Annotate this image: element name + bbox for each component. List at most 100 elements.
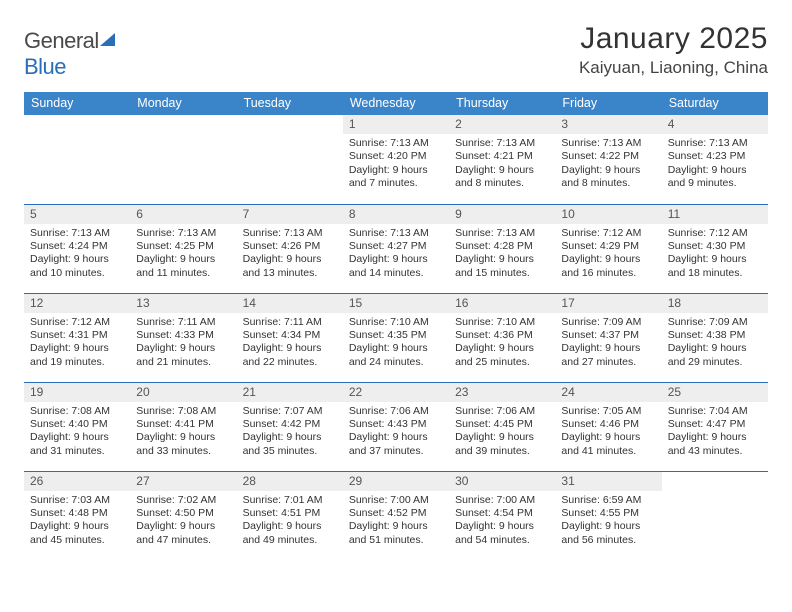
calendar-day-cell: 28Sunrise: 7:01 AMSunset: 4:51 PMDayligh… bbox=[237, 471, 343, 560]
sunrise-text: Sunrise: 7:13 AM bbox=[668, 137, 762, 150]
day-header: Saturday bbox=[662, 92, 768, 115]
sunset-text: Sunset: 4:41 PM bbox=[136, 418, 230, 431]
sunset-text: Sunset: 4:47 PM bbox=[668, 418, 762, 431]
day-number: 4 bbox=[662, 115, 768, 134]
calendar-day-cell: 18Sunrise: 7:09 AMSunset: 4:38 PMDayligh… bbox=[662, 293, 768, 382]
sunrise-text: Sunrise: 7:13 AM bbox=[455, 227, 549, 240]
day-number: 27 bbox=[130, 472, 236, 491]
sunset-text: Sunset: 4:43 PM bbox=[349, 418, 443, 431]
calendar-day-cell: 13Sunrise: 7:11 AMSunset: 4:33 PMDayligh… bbox=[130, 293, 236, 382]
sunset-text: Sunset: 4:29 PM bbox=[561, 240, 655, 253]
daylight-text: Daylight: 9 hours and 13 minutes. bbox=[243, 253, 337, 280]
day-number: 15 bbox=[343, 294, 449, 313]
calendar-day-cell: 15Sunrise: 7:10 AMSunset: 4:35 PMDayligh… bbox=[343, 293, 449, 382]
sunrise-text: Sunrise: 7:13 AM bbox=[349, 227, 443, 240]
sunrise-text: Sunrise: 7:10 AM bbox=[455, 316, 549, 329]
sunset-text: Sunset: 4:46 PM bbox=[561, 418, 655, 431]
day-details: Sunrise: 7:10 AMSunset: 4:36 PMDaylight:… bbox=[449, 313, 555, 373]
sunrise-text: Sunrise: 7:13 AM bbox=[136, 227, 230, 240]
calendar-body: 1 Sunrise: 7:13 AM Sunset: 4:20 PM Daylight… bbox=[24, 115, 768, 560]
sunrise-text: Sunrise: 7:06 AM bbox=[455, 405, 549, 418]
day-number: 3 bbox=[555, 115, 661, 134]
day-details: Sunrise: 7:13 AMSunset: 4:28 PMDaylight:… bbox=[449, 224, 555, 284]
daylight-text: Daylight: 9 hours and 14 minutes. bbox=[349, 253, 443, 280]
day-details: Sunrise: 7:09 AMSunset: 4:38 PMDaylight:… bbox=[662, 313, 768, 373]
daylight-text: Daylight: 9 hours and 43 minutes. bbox=[668, 431, 762, 458]
day-details: Sunrise: 7:06 AMSunset: 4:43 PMDaylight:… bbox=[343, 402, 449, 462]
sunset-text: Sunset: 4:34 PM bbox=[243, 329, 337, 342]
daylight-text: Daylight: 9 hours and 15 minutes. bbox=[455, 253, 549, 280]
calendar-week-row: 26Sunrise: 7:03 AMSunset: 4:48 PMDayligh… bbox=[24, 471, 768, 560]
day-header: Friday bbox=[555, 92, 661, 115]
day-number bbox=[662, 472, 768, 477]
sunset-text: Sunset: 4:42 PM bbox=[243, 418, 337, 431]
sunset-text: Sunset: 4:22 PM bbox=[561, 150, 655, 163]
sunset-text: Sunset: 4:37 PM bbox=[561, 329, 655, 342]
day-number: 21 bbox=[237, 383, 343, 402]
day-header: Tuesday bbox=[237, 92, 343, 115]
daylight-text: Daylight: 9 hours and 21 minutes. bbox=[136, 342, 230, 369]
sunrise-text: Sunrise: 7:02 AM bbox=[136, 494, 230, 507]
day-details: Sunrise: 7:13 AMSunset: 4:23 PMDaylight:… bbox=[662, 134, 768, 194]
logo-text-part1: General bbox=[24, 28, 99, 53]
day-number: 24 bbox=[555, 383, 661, 402]
daylight-text: Daylight: 9 hours and 8 minutes. bbox=[561, 164, 655, 191]
day-number: 22 bbox=[343, 383, 449, 402]
calendar-day-cell: 20Sunrise: 7:08 AMSunset: 4:41 PMDayligh… bbox=[130, 382, 236, 471]
title-block: January 2025 Kaiyuan, Liaoning, China bbox=[579, 22, 768, 78]
daylight-text: Daylight: 9 hours and 41 minutes. bbox=[561, 431, 655, 458]
sunset-text: Sunset: 4:23 PM bbox=[668, 150, 762, 163]
calendar-day-cell: 3Sunrise: 7:13 AMSunset: 4:22 PMDaylight… bbox=[555, 115, 661, 204]
header: General Blue January 2025 Kaiyuan, Liaon… bbox=[24, 22, 768, 80]
sunrise-text: Sunrise: 7:09 AM bbox=[668, 316, 762, 329]
calendar-day-cell: 31Sunrise: 6:59 AMSunset: 4:55 PMDayligh… bbox=[555, 471, 661, 560]
daylight-text: Daylight: 9 hours and 47 minutes. bbox=[136, 520, 230, 547]
calendar-day-cell bbox=[24, 115, 130, 204]
daylight-text: Daylight: 9 hours and 49 minutes. bbox=[243, 520, 337, 547]
calendar-table: Sunday Monday Tuesday Wednesday Thursday… bbox=[24, 92, 768, 560]
day-number: 30 bbox=[449, 472, 555, 491]
sunrise-text: Sunrise: 6:59 AM bbox=[561, 494, 655, 507]
day-number: 23 bbox=[449, 383, 555, 402]
day-number: 28 bbox=[237, 472, 343, 491]
logo: General Blue bbox=[24, 28, 115, 80]
sunrise-text: Sunrise: 7:00 AM bbox=[455, 494, 549, 507]
day-number: 25 bbox=[662, 383, 768, 402]
calendar-day-cell: 17Sunrise: 7:09 AMSunset: 4:37 PMDayligh… bbox=[555, 293, 661, 382]
calendar-day-cell: 29Sunrise: 7:00 AMSunset: 4:52 PMDayligh… bbox=[343, 471, 449, 560]
calendar-day-cell: 1Sunrise: 7:13 AMSunset: 4:20 PMDaylight… bbox=[343, 115, 449, 204]
calendar-day-cell bbox=[237, 115, 343, 204]
sunrise-text: Sunrise: 7:12 AM bbox=[561, 227, 655, 240]
sunrise-text: Sunrise: 7:13 AM bbox=[243, 227, 337, 240]
sunset-text: Sunset: 4:51 PM bbox=[243, 507, 337, 520]
sunrise-text: Sunrise: 7:07 AM bbox=[243, 405, 337, 418]
day-details: Sunrise: 7:11 AMSunset: 4:33 PMDaylight:… bbox=[130, 313, 236, 373]
sunset-text: Sunset: 4:48 PM bbox=[30, 507, 124, 520]
day-header: Monday bbox=[130, 92, 236, 115]
day-number: 1 bbox=[343, 115, 449, 134]
month-title: January 2025 bbox=[579, 22, 768, 56]
sunset-text: Sunset: 4:26 PM bbox=[243, 240, 337, 253]
day-header: Wednesday bbox=[343, 92, 449, 115]
day-number: 5 bbox=[24, 205, 130, 224]
sunset-text: Sunset: 4:27 PM bbox=[349, 240, 443, 253]
sunset-text: Sunset: 4:28 PM bbox=[455, 240, 549, 253]
daylight-text: Daylight: 9 hours and 19 minutes. bbox=[30, 342, 124, 369]
day-number bbox=[24, 115, 130, 120]
daylight-text: Daylight: 9 hours and 45 minutes. bbox=[30, 520, 124, 547]
calendar-day-cell: 23Sunrise: 7:06 AMSunset: 4:45 PMDayligh… bbox=[449, 382, 555, 471]
daylight-text: Daylight: 9 hours and 24 minutes. bbox=[349, 342, 443, 369]
daylight-text: Daylight: 9 hours and 9 minutes. bbox=[668, 164, 762, 191]
day-details: Sunrise: 7:01 AMSunset: 4:51 PMDaylight:… bbox=[237, 491, 343, 551]
day-details: Sunrise: 7:10 AMSunset: 4:35 PMDaylight:… bbox=[343, 313, 449, 373]
calendar-day-cell: 22Sunrise: 7:06 AMSunset: 4:43 PMDayligh… bbox=[343, 382, 449, 471]
sunset-text: Sunset: 4:20 PM bbox=[349, 150, 443, 163]
day-number bbox=[130, 115, 236, 120]
calendar-day-cell: 5Sunrise: 7:13 AMSunset: 4:24 PMDaylight… bbox=[24, 204, 130, 293]
sunset-text: Sunset: 4:50 PM bbox=[136, 507, 230, 520]
daylight-text: Daylight: 9 hours and 37 minutes. bbox=[349, 431, 443, 458]
daylight-text: Daylight: 9 hours and 56 minutes. bbox=[561, 520, 655, 547]
day-number: 20 bbox=[130, 383, 236, 402]
day-details: Sunrise: 7:00 AMSunset: 4:52 PMDaylight:… bbox=[343, 491, 449, 551]
calendar-day-cell: 24Sunrise: 7:05 AMSunset: 4:46 PMDayligh… bbox=[555, 382, 661, 471]
